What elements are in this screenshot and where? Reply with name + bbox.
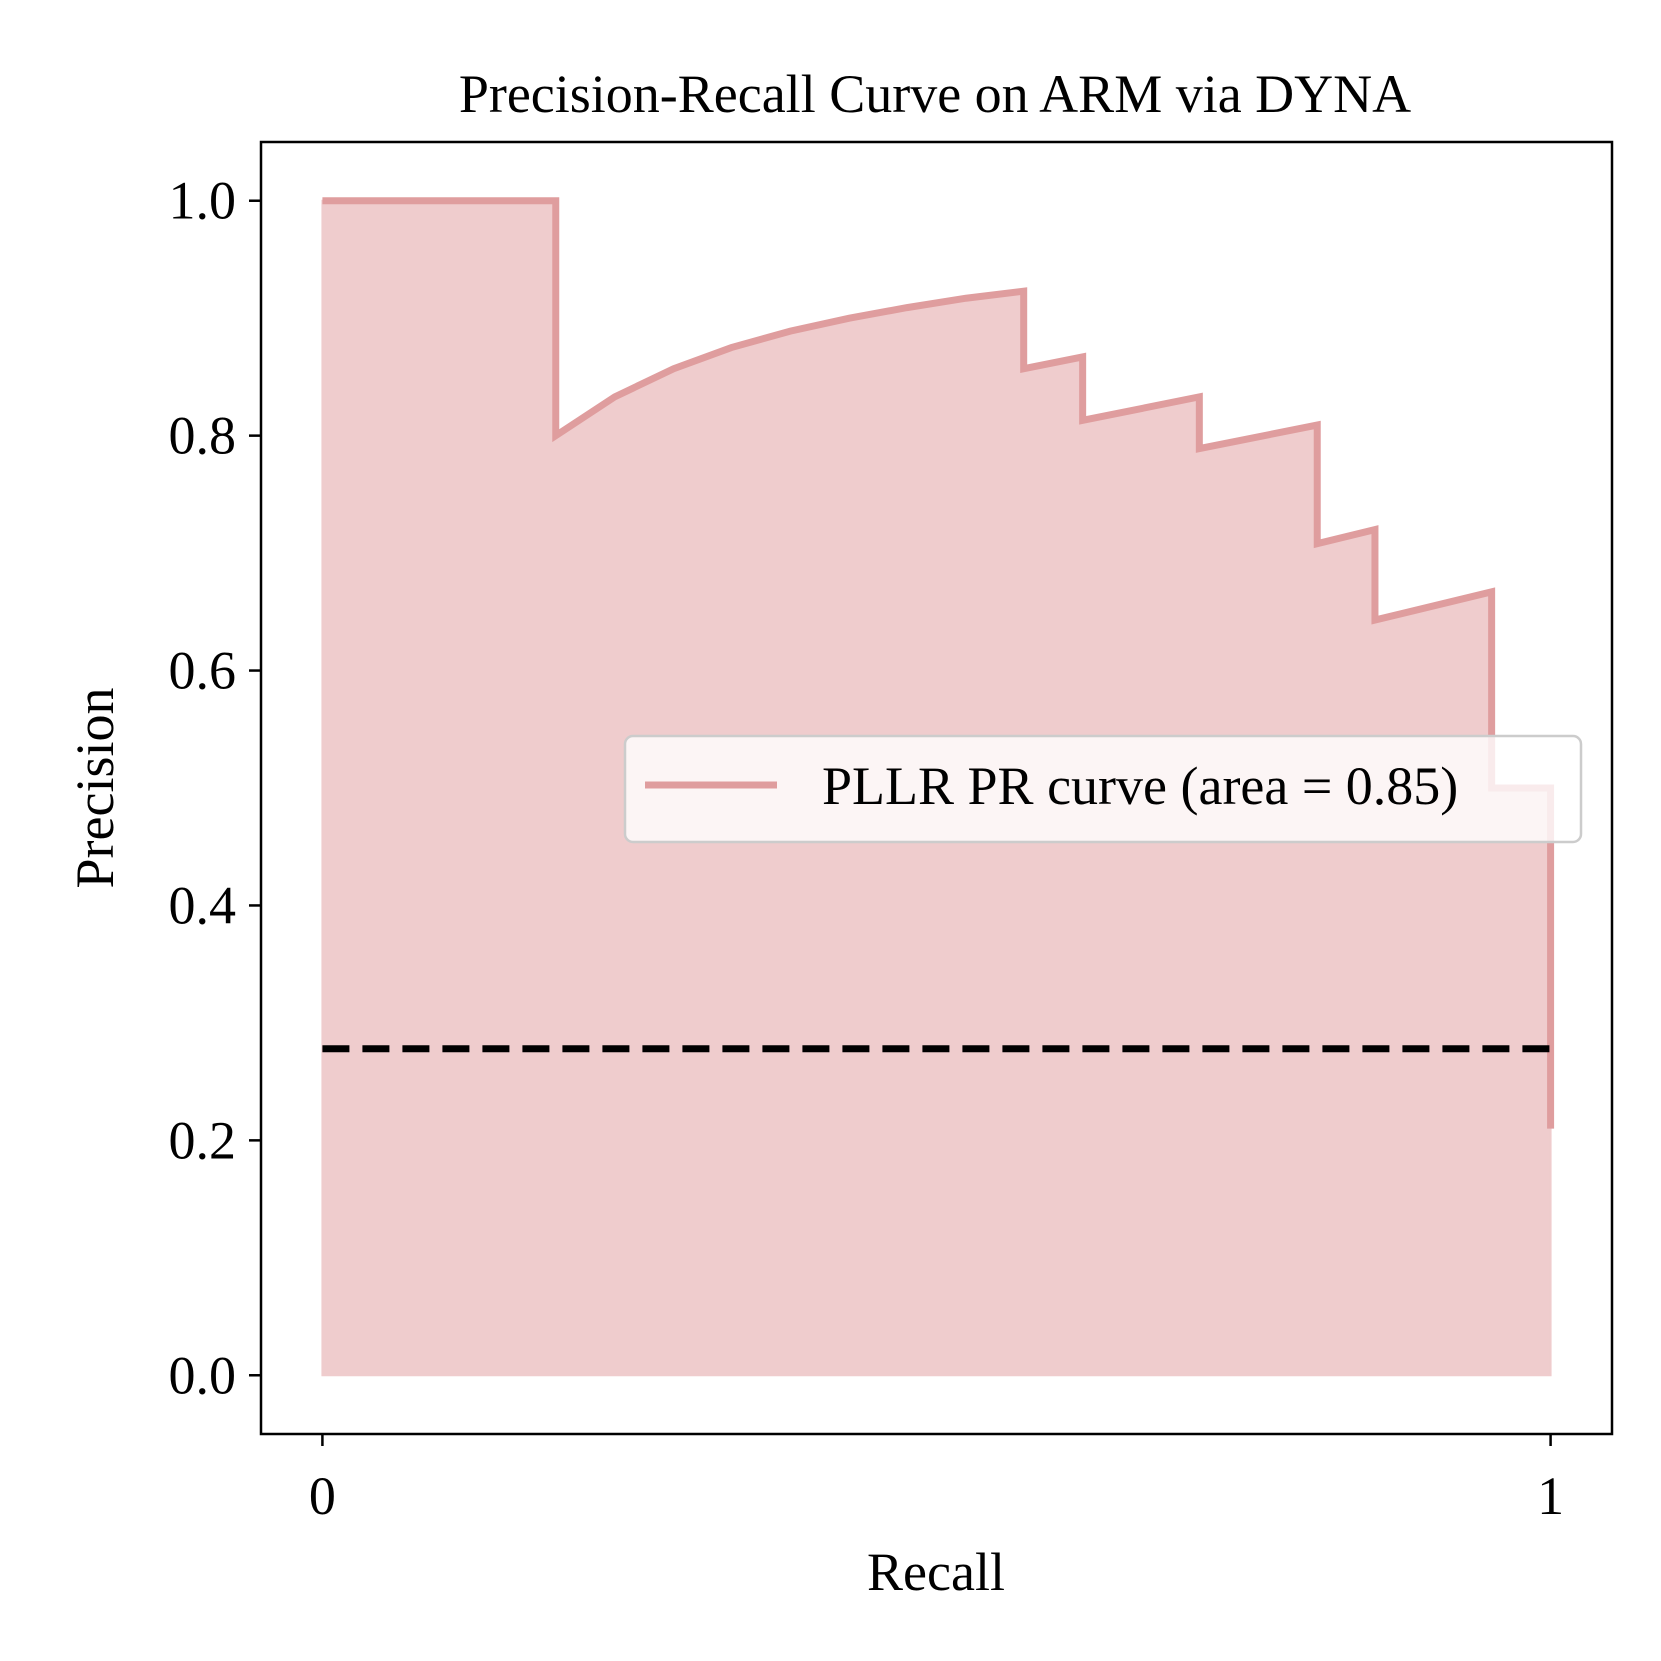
legend-box xyxy=(623,734,1583,844)
y-tick-label: 1.0 xyxy=(169,171,237,231)
axes-frame xyxy=(259,140,1614,1436)
y-tick-label: 0.0 xyxy=(169,1345,237,1405)
axis-ticks: 0.0 0.2 0.4 0.6 0.8 1.0 0 1 xyxy=(169,171,1565,1526)
x-axis-label: Recall xyxy=(867,1542,1005,1602)
x-tick-label: 1 xyxy=(1537,1466,1564,1526)
legend-label: PLLR PR curve (area = 0.85) xyxy=(822,756,1458,816)
y-tick-label: 0.6 xyxy=(169,641,237,701)
y-axis-label: Precision xyxy=(65,688,125,889)
chart-title: Precision-Recall Curve on ARM via DYNA xyxy=(459,64,1411,124)
y-tick-label: 0.2 xyxy=(169,1110,237,1170)
pr-curve-line xyxy=(322,197,1555,1129)
y-tick-label: 0.4 xyxy=(169,875,237,935)
legend: PLLR PR curve (area = 0.85) xyxy=(623,734,1583,844)
x-tick-label: 0 xyxy=(309,1466,336,1526)
y-tick-label: 0.8 xyxy=(169,406,237,466)
